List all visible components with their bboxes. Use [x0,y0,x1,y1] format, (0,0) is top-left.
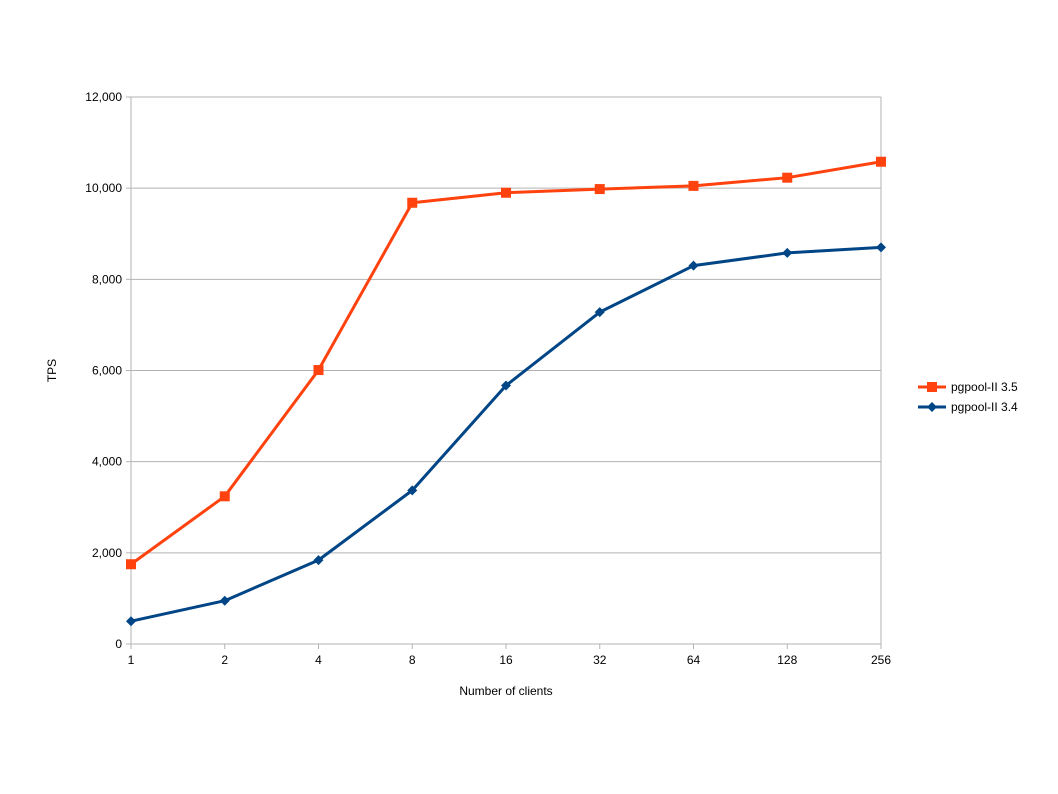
legend-label: pgpool-II 3.4 [951,400,1018,414]
data-point [501,187,511,198]
data-point [501,380,511,391]
y-tick-label: 6,000 [92,364,122,378]
y-tick-labels: 0 2,000 4,000 6,000 8,000 10,000 12,000 [85,90,122,651]
series-1 [126,156,886,570]
x-tick-label: 128 [777,653,797,667]
x-tick-label: 1 [128,653,135,667]
legend-item: pgpool-II 3.5 [918,380,1018,394]
y-tick-label: 0 [115,637,122,651]
y-tick-label: 4,000 [92,455,122,469]
x-tick-label: 64 [687,653,701,667]
y-tick-label: 8,000 [92,272,122,286]
data-point [126,559,136,570]
data-point [876,242,886,253]
data-point [594,184,605,195]
data-point [313,365,324,376]
series-2 [126,242,886,627]
data-point [782,172,793,183]
x-tick-label: 16 [499,653,513,667]
data-point [407,197,418,208]
series-group [126,156,886,627]
y-tick-label: 10,000 [85,181,122,195]
data-point [594,307,605,318]
data-point [126,616,136,627]
data-point [688,180,699,191]
data-point [876,156,886,167]
legend-swatch-marker [927,402,937,412]
x-tick-label: 256 [871,653,891,667]
x-tick-label: 32 [593,653,607,667]
legend-label: pgpool-II 3.5 [951,380,1018,394]
y-axis-title: TPS [45,359,59,382]
data-point [407,485,418,496]
data-point [219,491,230,502]
data-point [688,260,699,271]
x-tick-label: 4 [315,653,322,667]
y-tick-label: 12,000 [85,90,122,104]
x-tick-label: 2 [221,653,228,667]
x-tick-labels: 1 2 4 8 16 32 64 128 256 [128,653,892,667]
y-tick-label: 2,000 [92,546,122,560]
data-point [782,247,793,258]
axes [126,96,882,649]
x-axis-title: Number of clients [459,684,552,698]
data-point [313,555,324,566]
x-tick-label: 8 [409,653,416,667]
legend-item: pgpool-II 3.4 [918,400,1018,414]
legend-swatch-marker [927,382,937,392]
legend: pgpool-II 3.5 pgpool-II 3.4 [918,380,1018,414]
data-point [219,595,230,606]
